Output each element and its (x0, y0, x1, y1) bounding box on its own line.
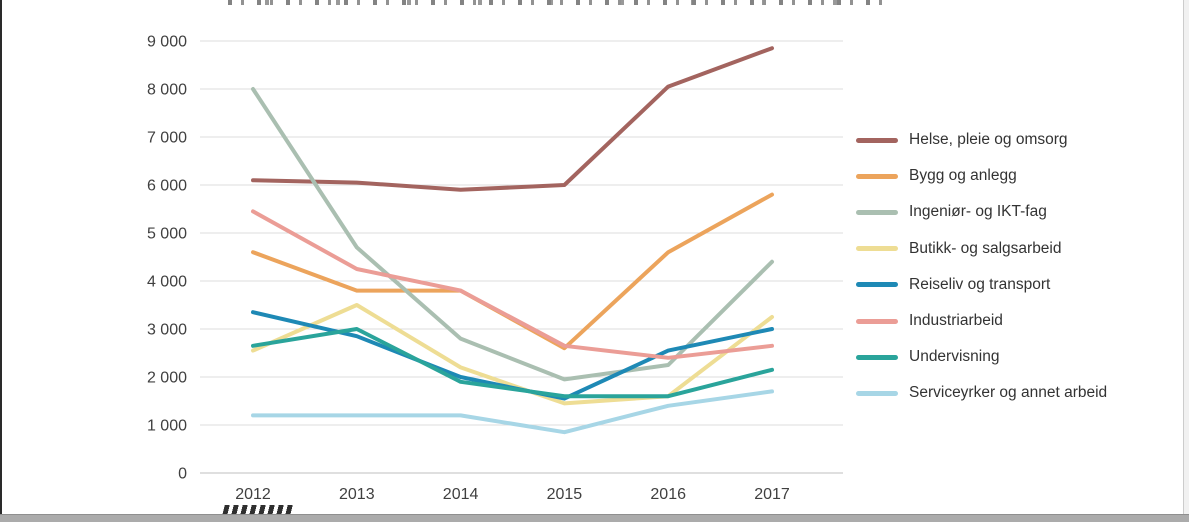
legend-swatch (856, 318, 898, 324)
legend-swatch (856, 390, 898, 396)
legend-label: Undervisning (909, 348, 1000, 366)
x-axis-tick-label: 2012 (235, 486, 271, 503)
window-right-edge (1183, 0, 1189, 514)
legend-label: Bygg og anlegg (909, 167, 1017, 185)
legend-item: Serviceyrker og annet arbeid (856, 375, 1107, 411)
y-axis-tick-label: 9 000 (147, 34, 187, 51)
y-axis-tick-label: 4 000 (147, 274, 187, 291)
window-left-edge (0, 0, 2, 514)
series-line (251, 46, 774, 192)
legend-label: Serviceyrker og annet arbeid (909, 384, 1108, 402)
legend: Helse, pleie og omsorg Bygg og anlegg Inge… (856, 122, 1107, 412)
series-line (251, 192, 774, 351)
legend-item: Reiseliv og transport (856, 267, 1107, 303)
legend-swatch (856, 173, 898, 179)
x-axis-tick-label: 2016 (650, 486, 686, 503)
x-axis-tick-label: 2013 (339, 486, 375, 503)
legend-item: Bygg og anlegg (856, 158, 1107, 194)
legend-label: Industriarbeid (909, 312, 1003, 330)
y-axis-tick-label: 3 000 (147, 322, 187, 339)
legend-swatch (856, 246, 898, 252)
series-line (251, 303, 774, 406)
legend-item: Undervisning (856, 339, 1107, 375)
y-axis-tick-label: 0 (178, 466, 187, 483)
y-axis-tick-label: 5 000 (147, 226, 187, 243)
x-axis-tick-label: 2015 (547, 486, 583, 503)
y-axis-tick-label: 2 000 (147, 370, 187, 387)
x-axis-tick-label: 2017 (754, 486, 790, 503)
y-axis-tick-label: 6 000 (147, 178, 187, 195)
x-axis-tick-label: 2014 (443, 486, 479, 503)
y-axis-tick-label: 7 000 (147, 130, 187, 147)
legend-item: Helse, pleie og omsorg (856, 122, 1107, 158)
legend-swatch (856, 354, 898, 360)
legend-label: Ingeniør- og IKT-fag (909, 203, 1047, 221)
legend-swatch (856, 282, 898, 288)
legend-item: Butikk- og salgsarbeid (856, 231, 1107, 267)
series-line (251, 389, 774, 435)
legend-label: Helse, pleie og omsorg (909, 131, 1068, 149)
window-bottom-bar (0, 514, 1189, 522)
y-axis-tick-label: 1 000 (147, 418, 187, 435)
clipped-title-fragment (228, 0, 888, 5)
y-axis-tick-label: 8 000 (147, 82, 187, 99)
series-line (251, 327, 774, 399)
legend-item: Industriarbeid (856, 303, 1107, 339)
series-line (251, 209, 774, 360)
legend-item: Ingeniør- og IKT-fag (856, 194, 1107, 230)
series-line (251, 87, 774, 382)
legend-label: Reiseliv og transport (909, 275, 1051, 293)
legend-swatch (856, 137, 898, 143)
legend-swatch (856, 209, 898, 215)
legend-label: Butikk- og salgsarbeid (909, 239, 1062, 257)
